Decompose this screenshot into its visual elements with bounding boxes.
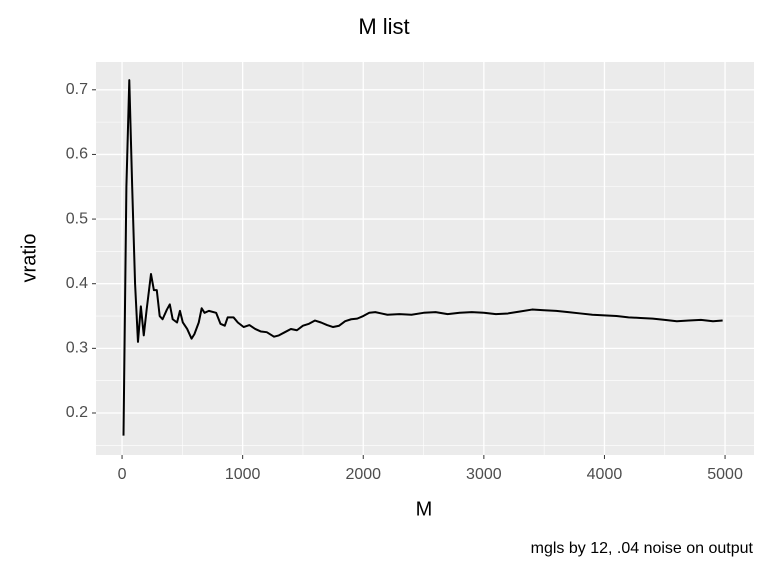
x-tick-label: 4000 xyxy=(587,466,623,483)
y-tick-label: 0.6 xyxy=(66,146,88,163)
y-tick-label: 0.4 xyxy=(66,275,88,292)
y-axis-title: vratio xyxy=(18,234,40,283)
x-tick-label: 0 xyxy=(118,466,127,483)
x-tick-label: 3000 xyxy=(466,466,502,483)
x-tick-label: 5000 xyxy=(707,466,743,483)
caption: mgls by 12, .04 noise on output xyxy=(531,540,754,557)
chart-title: M list xyxy=(358,14,409,39)
data-line xyxy=(122,79,723,436)
y-tick-label: 0.2 xyxy=(66,404,88,421)
y-tick-label: 0.5 xyxy=(66,210,88,227)
panel xyxy=(96,62,754,455)
y-tick-label: 0.7 xyxy=(66,81,88,98)
y-tick-label: 0.3 xyxy=(66,340,88,357)
x-axis-title: M xyxy=(416,498,433,520)
x-tick-label: 2000 xyxy=(345,466,381,483)
x-tick-label: 1000 xyxy=(225,466,261,483)
